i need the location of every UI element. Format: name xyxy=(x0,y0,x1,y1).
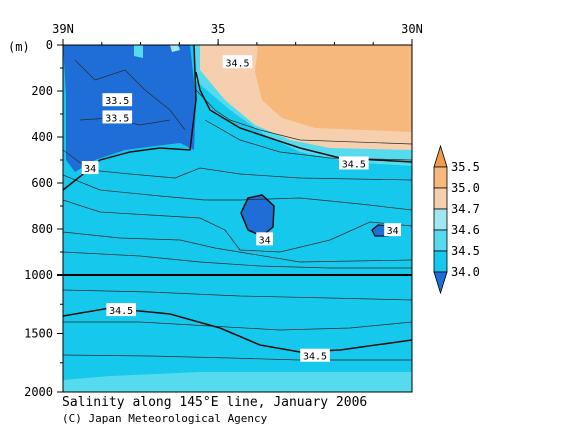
salinity-fill-deep-layer xyxy=(63,372,412,392)
colorbar-bin xyxy=(433,208,448,231)
y-tick-label: 2000 xyxy=(24,385,53,399)
isoline-eddy xyxy=(240,194,275,237)
chart-title: Salinity along 145°E line, January 2006 xyxy=(62,395,368,410)
x-tick-label: 35 xyxy=(211,22,225,36)
contour-label: 34.5 xyxy=(303,352,327,363)
contour-label-bg xyxy=(102,110,133,124)
y-unit-label: (m) xyxy=(8,40,30,54)
contour-label: 34.5 xyxy=(225,58,249,69)
contour-label: 33.5 xyxy=(105,96,129,107)
colorbar-label: 34.0 xyxy=(451,265,480,279)
contour-label: 34.5 xyxy=(109,306,133,317)
colorbar-label: 34.7 xyxy=(451,202,480,216)
contour-label: 33.5 xyxy=(105,113,129,124)
colorbar-bin xyxy=(433,187,448,210)
isoline-thin xyxy=(63,231,412,263)
salinity-fill-35.0 xyxy=(255,45,412,132)
x-tick-label: 39N xyxy=(52,22,74,36)
colorbar-bin xyxy=(433,166,448,189)
y-tick-label: 0 xyxy=(46,38,53,52)
isoline-thin xyxy=(63,251,412,269)
colorbar-bin xyxy=(433,144,448,168)
isoline-thin xyxy=(63,321,412,331)
y-tick-label: 600 xyxy=(31,176,53,190)
contour-label-bg xyxy=(222,55,253,69)
contour-label-bg xyxy=(384,223,402,237)
contour-label: 34 xyxy=(84,164,96,175)
isoline-thin xyxy=(195,89,412,145)
contour-label-bg xyxy=(256,232,274,246)
chart-credit: (C) Japan Meteorological Agency xyxy=(62,412,268,425)
contour-label: 34 xyxy=(387,226,399,237)
colorbar-label: 35.0 xyxy=(451,181,480,195)
colorbar-label: 34.6 xyxy=(451,223,480,237)
plot-area: 34.5 33.5 33.5 34 34.5 34 34 34.5 34.5 xyxy=(63,45,412,392)
contour-label-bg xyxy=(102,93,133,107)
contour-label-bg xyxy=(339,156,369,170)
salinity-fill-surface-notch xyxy=(134,45,143,58)
contour-label-bg xyxy=(300,348,330,362)
colorbar-label: 34.5 xyxy=(451,244,480,258)
y-tick-label: 1500 xyxy=(24,327,53,341)
isoline-thin xyxy=(63,289,412,301)
salinity-fill-33.5-core xyxy=(63,45,196,172)
colorbar-label: 35.5 xyxy=(451,160,480,174)
salinity-fill-eddy-core xyxy=(241,195,274,236)
plot-frame xyxy=(62,44,413,393)
y-tick-label: 1000 xyxy=(24,268,53,282)
y-tick-label: 400 xyxy=(31,130,53,144)
y-tick-label: 200 xyxy=(31,84,53,98)
isoline-thin xyxy=(63,354,412,361)
isoline-thin xyxy=(63,199,412,253)
contour-label-bg xyxy=(106,303,136,317)
contour-label: 34 xyxy=(259,235,271,246)
contour-label-bg xyxy=(81,161,99,175)
colorbar-bin xyxy=(433,271,448,295)
salinity-fill-surface-notch-2 xyxy=(170,45,180,52)
colorbar-bin xyxy=(433,250,448,273)
isoline-thin xyxy=(63,174,412,211)
y-tick-label: 800 xyxy=(31,222,53,236)
contour-label: 34.5 xyxy=(342,159,366,170)
x-tick-label: 30N xyxy=(401,22,423,36)
colorbar-bin xyxy=(433,229,448,252)
isoline-thin xyxy=(74,59,186,131)
